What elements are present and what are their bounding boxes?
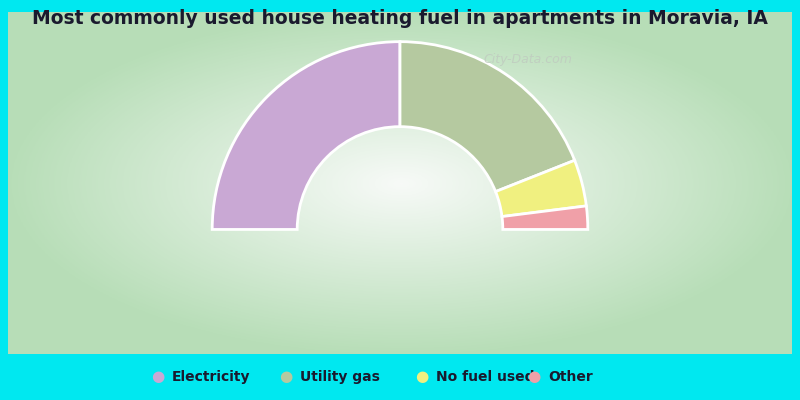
Text: Electricity: Electricity bbox=[172, 370, 250, 384]
Text: Utility gas: Utility gas bbox=[300, 370, 380, 384]
Text: No fuel used: No fuel used bbox=[436, 370, 534, 384]
Wedge shape bbox=[400, 42, 574, 192]
Text: ●: ● bbox=[415, 369, 428, 384]
Wedge shape bbox=[495, 160, 586, 216]
Text: Other: Other bbox=[548, 370, 593, 384]
Text: ●: ● bbox=[279, 369, 292, 384]
Text: ●: ● bbox=[151, 369, 164, 384]
Wedge shape bbox=[212, 42, 400, 230]
Text: ●: ● bbox=[527, 369, 540, 384]
Text: City-Data.com: City-Data.com bbox=[484, 53, 573, 66]
Wedge shape bbox=[502, 206, 588, 230]
Text: Most commonly used house heating fuel in apartments in Moravia, IA: Most commonly used house heating fuel in… bbox=[32, 8, 768, 28]
